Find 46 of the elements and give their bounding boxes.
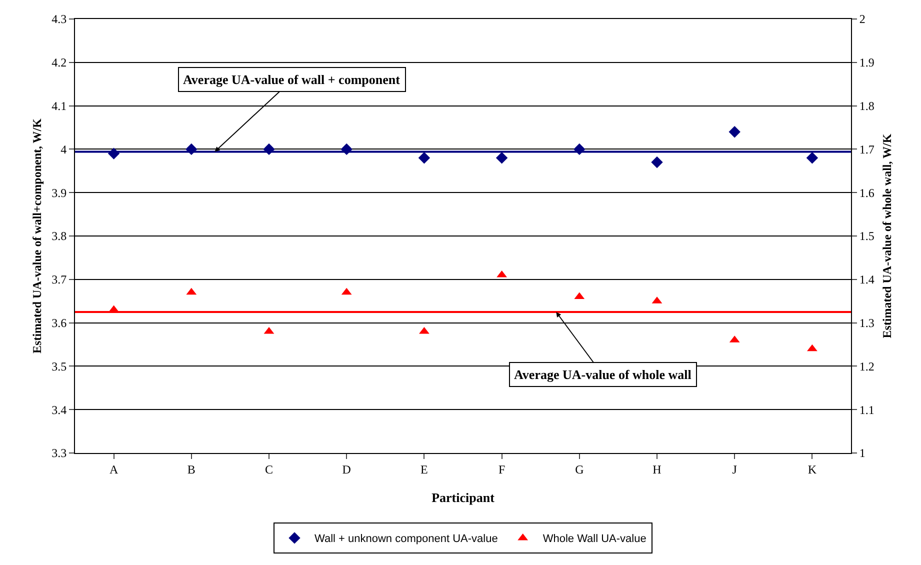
y-tick-label: 3.9 bbox=[52, 186, 67, 200]
y-tick-label: 3.8 bbox=[52, 229, 67, 244]
y-tick-label: 4.3 bbox=[52, 12, 67, 26]
y-tick-label: 3.4 bbox=[52, 402, 67, 417]
point bbox=[807, 344, 818, 352]
y-axis-title: Estimated UA-value of wall+component, W/K bbox=[30, 118, 44, 354]
x-tick-label: G bbox=[575, 462, 584, 476]
y2-axis-title: Estimated UA-value of whole wall, W/K bbox=[880, 133, 894, 338]
y-tick-label: 3.6 bbox=[52, 316, 67, 330]
x-tick-label: J bbox=[732, 462, 738, 476]
y-tick-label: 4.2 bbox=[52, 56, 67, 70]
x-tick-label: C bbox=[264, 462, 274, 476]
y2-tick-label: 1.3 bbox=[859, 316, 874, 330]
y2-tick-label: 1.2 bbox=[859, 359, 874, 374]
point bbox=[651, 156, 663, 168]
point bbox=[418, 152, 430, 164]
point bbox=[419, 326, 430, 334]
y-tick-label: 3.5 bbox=[52, 359, 67, 374]
x-tick-label: E bbox=[420, 462, 428, 476]
y-tick-label: 3.7 bbox=[52, 272, 67, 287]
y2-tick-label: 1.9 bbox=[859, 56, 874, 70]
x-tick-label: B bbox=[187, 462, 196, 476]
x-axis-title: Participant bbox=[432, 490, 496, 505]
x-tick-label: A bbox=[109, 462, 118, 476]
x-tick-label: H bbox=[652, 462, 662, 476]
y2-tick-label: 1.4 bbox=[859, 272, 874, 287]
ref-line-label: Average UA-value of whole wall bbox=[514, 367, 692, 382]
y2-tick-label: 1.8 bbox=[859, 99, 874, 113]
point bbox=[496, 152, 508, 164]
x-tick-label: K bbox=[808, 462, 817, 476]
y2-tick-label: 1.7 bbox=[859, 142, 874, 156]
ref-line-label: Average UA-value of wall + component bbox=[183, 72, 401, 87]
y2-tick-label: 2 bbox=[859, 12, 866, 26]
y-tick-label: 4 bbox=[60, 142, 67, 156]
legend-label: Wall + unknown component UA-value bbox=[314, 533, 498, 546]
y-tick-label: 3.3 bbox=[52, 446, 67, 460]
y2-tick-label: 1.5 bbox=[859, 229, 874, 244]
legend-label: Whole Wall UA-value bbox=[542, 533, 646, 546]
y2-tick-label: 1.1 bbox=[859, 402, 874, 417]
point bbox=[728, 126, 740, 138]
x-tick-label: F bbox=[498, 462, 506, 476]
y2-tick-label: 1.6 bbox=[859, 186, 874, 200]
y-tick-label: 4.1 bbox=[52, 99, 67, 113]
x-tick-label: D bbox=[342, 462, 352, 476]
point bbox=[806, 152, 818, 164]
y2-tick-label: 1 bbox=[859, 446, 866, 460]
